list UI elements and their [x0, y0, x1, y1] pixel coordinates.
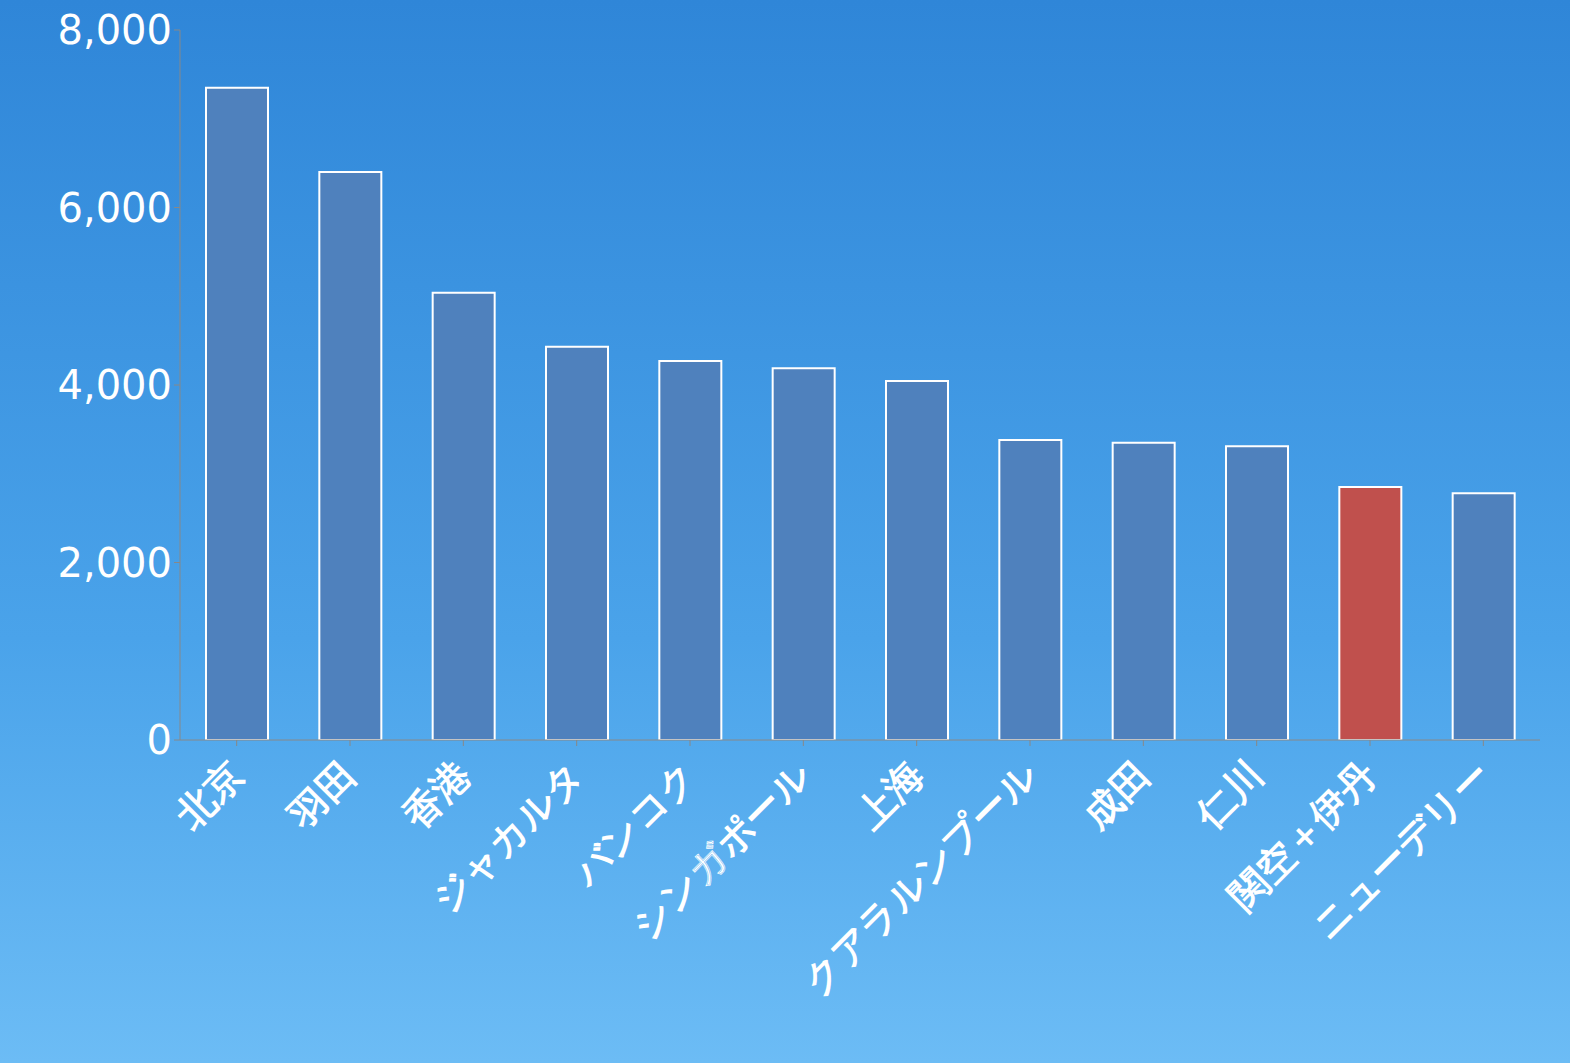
svg-text:香港: 香港	[393, 752, 479, 838]
svg-text:バンコク: バンコク	[564, 752, 706, 894]
svg-text:成田: 成田	[1073, 752, 1159, 838]
svg-text:関空＋伊丹: 関空＋伊丹	[1220, 752, 1386, 918]
svg-text:シンガポール: シンガポール	[623, 752, 819, 948]
svg-text:仁川: 仁川	[1186, 752, 1272, 838]
svg-text:ニューデリー: ニューデリー	[1304, 752, 1499, 947]
svg-text:北京: 北京	[167, 752, 253, 838]
svg-text:羽田: 羽田	[279, 752, 365, 838]
svg-text:8,000: 8,000	[57, 7, 172, 53]
svg-text:上海: 上海	[847, 752, 932, 837]
svg-text:6,000: 6,000	[57, 185, 172, 231]
svg-text:クアラルンプール: クアラルンプール	[795, 752, 1046, 1003]
svg-text:2,000: 2,000	[57, 540, 172, 586]
svg-text:0: 0	[147, 717, 172, 763]
svg-text:ジャカルタ: ジャカルタ	[423, 752, 592, 921]
svg-text:4,000: 4,000	[57, 362, 172, 408]
